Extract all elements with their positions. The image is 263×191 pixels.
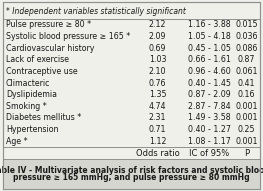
Text: 0.001: 0.001 [235,102,258,111]
Text: 4.74: 4.74 [149,102,166,111]
Text: Systolic blood pressure ≥ 165 *: Systolic blood pressure ≥ 165 * [6,32,130,41]
Text: 0.40 - 1.27: 0.40 - 1.27 [188,125,230,134]
Text: 0.16: 0.16 [238,90,255,99]
Text: 1.49 - 3.58: 1.49 - 3.58 [188,113,230,122]
Text: Odds ratio: Odds ratio [136,148,179,158]
Text: 0.71: 0.71 [149,125,166,134]
Text: 0.41: 0.41 [238,79,255,87]
Text: Dyslipidemia: Dyslipidemia [6,90,57,99]
Text: 1.08 - 1.17: 1.08 - 1.17 [188,137,230,146]
Text: Lack of exercise: Lack of exercise [6,55,69,64]
Text: 0.45 - 1.05: 0.45 - 1.05 [188,44,230,53]
Text: 1.03: 1.03 [149,55,166,64]
Text: 2.31: 2.31 [149,113,166,122]
Text: pressure ≥ 165 mmHg, and pulse pressure ≥ 80 mmHg: pressure ≥ 165 mmHg, and pulse pressure … [13,173,250,182]
Text: 1.16 - 3.88: 1.16 - 3.88 [188,20,230,29]
Text: 0.086: 0.086 [235,44,258,53]
Text: 0.87 - 2.09: 0.87 - 2.09 [188,90,230,99]
Bar [3,159,260,189]
Text: 0.001: 0.001 [235,113,258,122]
Text: IC of 95%: IC of 95% [189,148,229,158]
Text: 0.036: 0.036 [235,32,258,41]
Text: 1.05 - 4.18: 1.05 - 4.18 [188,32,230,41]
Text: 2.09: 2.09 [149,32,166,41]
Text: 0.061: 0.061 [235,67,258,76]
Text: 0.69: 0.69 [149,44,166,53]
Text: 0.96 - 4.60: 0.96 - 4.60 [188,67,230,76]
Text: Age *: Age * [6,137,28,146]
Text: Contraceptive use: Contraceptive use [6,67,78,76]
Text: 2.87 - 7.84: 2.87 - 7.84 [188,102,230,111]
Text: Table IV - Multivariate analysis of risk factors and systolic blood: Table IV - Multivariate analysis of risk… [0,166,263,175]
Text: 1.12: 1.12 [149,137,166,146]
Text: Smoking *: Smoking * [6,102,47,111]
Text: * Independent variables statistically significant: * Independent variables statistically si… [6,6,186,15]
Text: 1.35: 1.35 [149,90,166,99]
Text: 2.10: 2.10 [149,67,166,76]
Text: 0.25: 0.25 [238,125,255,134]
Text: 0.001: 0.001 [235,137,258,146]
Text: 0.66 - 1.61: 0.66 - 1.61 [188,55,230,64]
Text: 0.76: 0.76 [149,79,166,87]
Text: 0.87: 0.87 [238,55,255,64]
Text: Pulse pressure ≥ 80 *: Pulse pressure ≥ 80 * [6,20,91,29]
Text: Hypertension: Hypertension [6,125,58,134]
Text: Diabetes mellitus *: Diabetes mellitus * [6,113,81,122]
Text: P: P [244,148,249,158]
Text: 0.015: 0.015 [235,20,258,29]
Text: Climacteric: Climacteric [6,79,50,87]
Text: 2.12: 2.12 [149,20,166,29]
Text: Cardiovascular history: Cardiovascular history [6,44,94,53]
Text: 0.40 - 1.45: 0.40 - 1.45 [188,79,230,87]
